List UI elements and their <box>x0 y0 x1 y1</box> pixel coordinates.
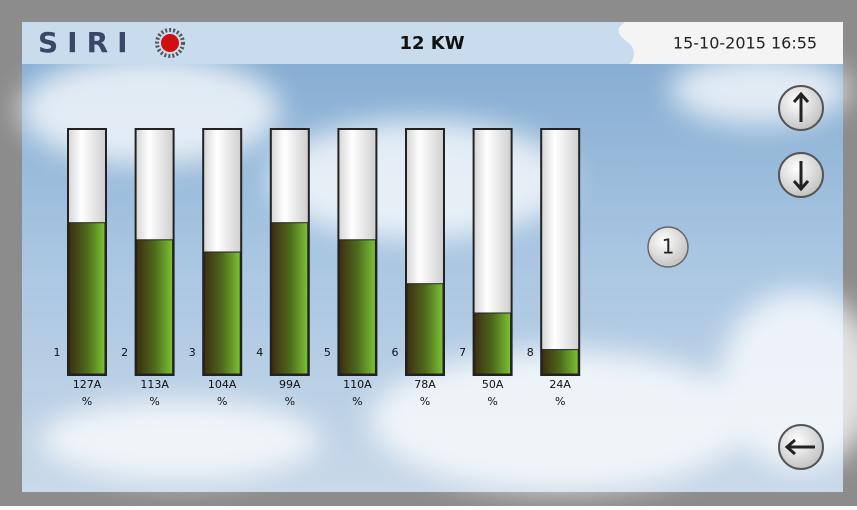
page-number: 1 <box>662 235 675 259</box>
scroll-up-button[interactable] <box>779 86 823 130</box>
channel-unit: % <box>487 395 497 408</box>
channel-number: 1 <box>54 346 61 359</box>
bar-level <box>542 350 578 374</box>
channel-current: 99A <box>279 378 301 391</box>
channel-number: 3 <box>189 346 196 359</box>
bar-level <box>69 223 105 374</box>
channel-unit: % <box>555 395 565 408</box>
channel-current: 110A <box>343 378 372 391</box>
channel-current: 113A <box>140 378 169 391</box>
logo-text: SIRI <box>38 26 137 59</box>
channel-number: 6 <box>392 346 399 359</box>
channel-current: 50A <box>482 378 504 391</box>
page-indicator: 1 <box>648 227 688 267</box>
channel-number: 7 <box>459 346 466 359</box>
bar-level <box>339 240 375 374</box>
channel-number: 4 <box>256 346 263 359</box>
bar-tube-inner <box>542 130 578 374</box>
channel-unit: % <box>82 395 92 408</box>
bar-level <box>272 223 308 374</box>
screen: SIRI 12 KW 15-10-2015 16:55 1 127A% 2 113A%… <box>0 0 857 506</box>
back-button[interactable] <box>779 425 823 469</box>
scroll-down-button[interactable] <box>779 153 823 197</box>
bar-level <box>204 252 240 374</box>
power-title: 12 KW <box>399 33 464 54</box>
channel-number: 2 <box>121 346 128 359</box>
channel-current: 127A <box>73 378 102 391</box>
page: SIRI 12 KW 15-10-2015 16:55 1 127A% 2 113A%… <box>0 0 857 506</box>
bar-level <box>475 313 511 374</box>
channel-unit: % <box>352 395 362 408</box>
channel-unit: % <box>420 395 430 408</box>
channel-unit: % <box>217 395 227 408</box>
channel-current: 24A <box>549 378 571 391</box>
channel-unit: % <box>285 395 295 408</box>
channel-number: 8 <box>527 346 534 359</box>
channel-current: 78A <box>414 378 436 391</box>
channel-current: 104A <box>208 378 237 391</box>
channel-unit: % <box>149 395 159 408</box>
bar-level <box>137 240 173 374</box>
bar-level <box>407 284 443 374</box>
channel-number: 5 <box>324 346 331 359</box>
datetime: 15-10-2015 16:55 <box>673 34 817 53</box>
